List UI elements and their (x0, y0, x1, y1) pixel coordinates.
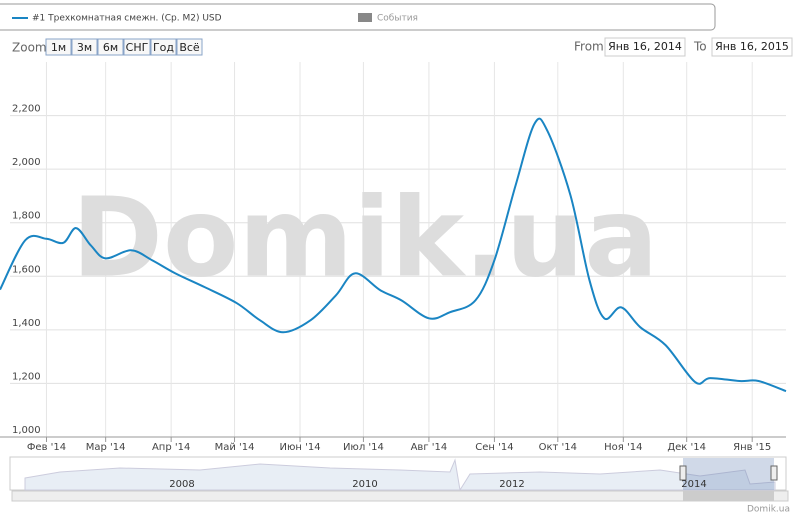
zoom-button-label: Всё (179, 41, 200, 54)
navigator-handle[interactable] (770, 465, 778, 481)
zoom-button-bg (123, 38, 151, 56)
y-tick-label: 1,600 (12, 264, 41, 275)
credits[interactable]: Domik.ua (747, 505, 790, 515)
zoom-button-bg (45, 38, 72, 56)
series-line (0, 117, 787, 393)
navigator-label: 2010 (352, 479, 377, 490)
legend-label[interactable]: События (377, 14, 418, 24)
watermark: Domik.ua (72, 173, 659, 301)
zoom-button-label: 6м (103, 41, 118, 54)
scrollbar-thumb[interactable] (683, 491, 774, 501)
navigator-label: 2008 (169, 479, 194, 490)
x-tick-label: Янв '15 (733, 442, 771, 453)
to-label: To (693, 40, 707, 54)
navigator-label: 2014 (681, 479, 706, 490)
from-value[interactable]: Янв 16, 2014 (608, 40, 682, 53)
zoom-label: Zoom (12, 41, 47, 55)
zoom-button-label: 3м (77, 41, 92, 54)
to-input[interactable] (711, 37, 793, 57)
legend-swatch (358, 13, 372, 22)
zoom-button[interactable]: 1м (45, 38, 72, 56)
navigator-series (24, 458, 776, 492)
zoom-button[interactable]: Год (150, 38, 177, 56)
navigator-selection[interactable] (683, 458, 774, 490)
x-tick-label: Фев '14 (27, 442, 66, 453)
y-tick-label: 1,400 (12, 318, 41, 329)
y-tick-label: 1,000 (12, 425, 41, 436)
navigator-label: 2012 (499, 479, 524, 490)
x-tick-label: Сен '14 (475, 442, 513, 453)
x-tick-label: Окт '14 (539, 442, 577, 453)
zoom-button[interactable]: СНГ (123, 38, 151, 56)
from-input[interactable] (604, 37, 686, 57)
x-tick-label: Апр '14 (152, 442, 190, 453)
zoom-button[interactable]: Всё (176, 38, 203, 56)
zoom-button[interactable]: 6м (97, 38, 124, 56)
zoom-button-bg (176, 38, 203, 56)
y-tick-label: 1,200 (12, 371, 41, 382)
y-tick-label: 1,800 (12, 211, 41, 222)
to-value[interactable]: Янв 16, 2015 (715, 40, 789, 53)
legend-box (0, 3, 716, 31)
x-tick-label: Авг '14 (411, 442, 448, 453)
x-tick-label: Июн '14 (279, 442, 320, 453)
legend-label[interactable]: #1 Трехкомнатная смежн. (Ср. М2) USD (32, 14, 222, 24)
x-tick-label: Июл '14 (343, 442, 384, 453)
x-tick-label: Мар '14 (86, 442, 126, 453)
x-tick-label: Ноя '14 (604, 442, 642, 453)
navigator-handle[interactable] (679, 465, 687, 481)
zoom-button[interactable]: 3м (71, 38, 98, 56)
zoom-button-label: 1м (51, 41, 66, 54)
x-tick-label: Май '14 (215, 442, 255, 453)
from-label: From (574, 40, 604, 54)
zoom-button-bg (71, 38, 98, 56)
zoom-button-bg (97, 38, 124, 56)
zoom-button-label: Год (153, 41, 174, 54)
x-tick-label: Дек '14 (667, 442, 706, 453)
zoom-button-label: СНГ (126, 41, 149, 54)
y-tick-label: 2,200 (12, 104, 41, 115)
zoom-button-bg (150, 38, 177, 56)
scrollbar[interactable] (11, 490, 789, 502)
y-tick-label: 2,000 (12, 157, 41, 168)
